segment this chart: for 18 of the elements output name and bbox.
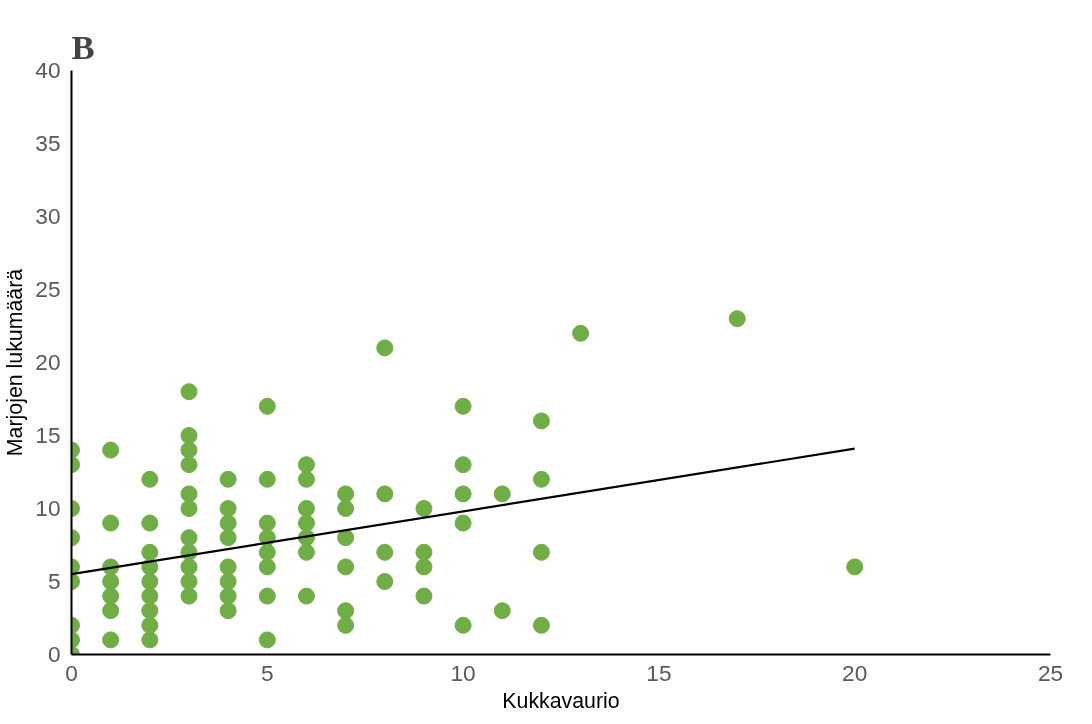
x-tick-label: 25 xyxy=(1037,659,1064,686)
x-tick-label: 15 xyxy=(646,659,672,686)
x-tick-label: 20 xyxy=(842,659,868,686)
x-tick-label: 5 xyxy=(261,659,274,686)
x-axis-title: Kukkavaurio xyxy=(502,688,620,713)
y-tick-label: 40 xyxy=(35,57,61,83)
x-tick-label: 0 xyxy=(65,659,78,686)
y-tick-label: 25 xyxy=(35,276,61,302)
y-tick-label: 10 xyxy=(35,495,61,521)
y-tick-label: 15 xyxy=(35,422,61,448)
y-tick-label: 5 xyxy=(47,568,61,594)
y-tick-label: 20 xyxy=(35,349,61,375)
y-tick-label: 0 xyxy=(47,641,61,667)
x-tick-label: 10 xyxy=(450,659,476,686)
y-tick-label: 35 xyxy=(35,130,61,156)
y-axis-title: Marjojen lukumäärä xyxy=(3,268,28,457)
y-tick-label: 30 xyxy=(35,203,61,229)
chart-title: B xyxy=(71,27,95,66)
